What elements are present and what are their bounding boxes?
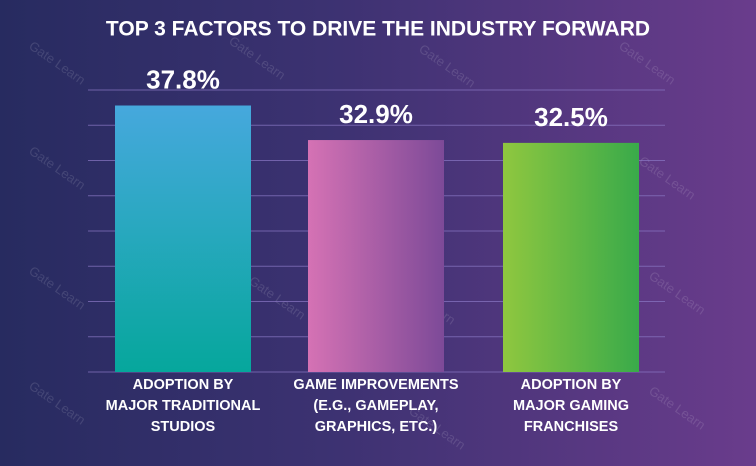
watermark: Gate Learn bbox=[26, 378, 88, 428]
bar bbox=[115, 105, 251, 372]
bar bbox=[503, 142, 639, 372]
x-tick-label: ADOPTION BY MAJOR TRADITIONAL STUDIOS bbox=[105, 377, 261, 435]
bar bbox=[308, 140, 444, 372]
watermark: Gate Learn bbox=[26, 38, 88, 88]
x-tick-label: GAME IMPROVEMENTS (E.G., GAMEPLAY, GRAPH… bbox=[293, 377, 459, 435]
value-label: 37.8% bbox=[146, 64, 220, 94]
watermark: Gate Learn bbox=[416, 41, 478, 91]
watermark: Gate Learn bbox=[26, 143, 88, 193]
chart-title: TOP 3 FACTORS TO DRIVE THE INDUSTRY FORW… bbox=[106, 18, 650, 41]
value-label: 32.9% bbox=[339, 99, 413, 129]
watermark: Gate Learn bbox=[246, 273, 308, 323]
watermark: Gate Learn bbox=[26, 263, 88, 313]
value-label: 32.5% bbox=[534, 102, 608, 132]
watermark: Gate Learn bbox=[646, 268, 708, 318]
watermark: Gate Learn bbox=[616, 38, 678, 88]
x-tick-label: ADOPTION BY MAJOR GAMING FRANCHISES bbox=[513, 377, 629, 435]
